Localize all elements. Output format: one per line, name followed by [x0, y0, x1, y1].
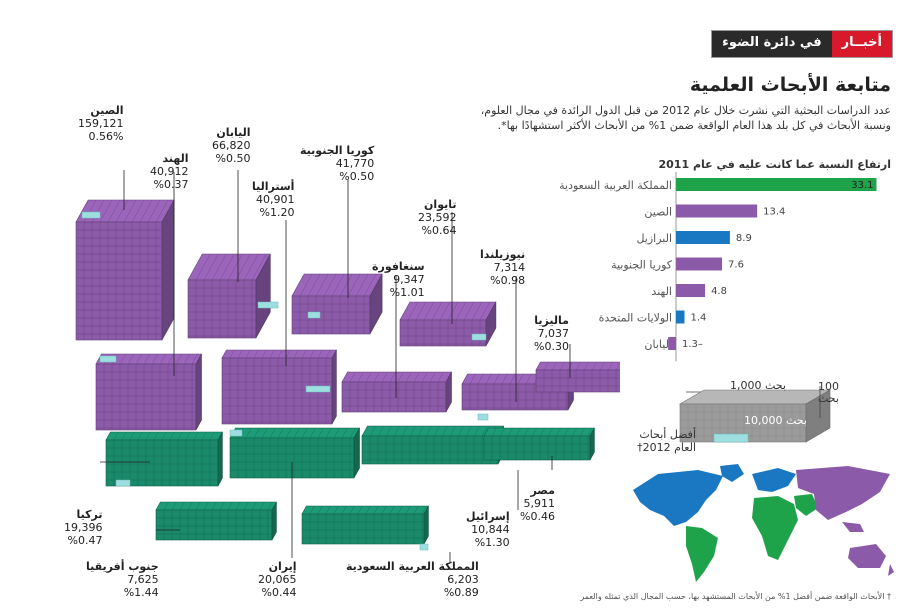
section-badge: في دائرة الضوء أخبــار	[711, 30, 893, 58]
category-label: الهند	[651, 285, 672, 298]
africa	[752, 496, 798, 560]
top-papers-new-zealand	[477, 413, 489, 421]
top-papers-taiwan	[471, 333, 487, 341]
top-papers-india	[99, 355, 117, 363]
country-label-japan: اليابان 66,820 %0.50	[212, 126, 251, 165]
bar	[668, 337, 676, 350]
south-america	[686, 526, 718, 582]
legend-hundred-label: 100 بحث	[818, 380, 839, 405]
value-label: 13.4	[763, 207, 785, 218]
country-label-turkey: تركيا 19,396 %0.47	[64, 508, 103, 547]
country-label-india: الهند 40,912 %0.37	[150, 152, 189, 191]
value-label: 33.1	[851, 180, 873, 191]
footnote: † الأبحاث الواقعة ضمن أفضل 1% من الأبحاث…	[580, 592, 891, 601]
top-papers-south-korea	[307, 311, 321, 319]
category-label: البرازيل	[636, 232, 672, 245]
category-label: المملكة العربية السعودية	[559, 179, 672, 192]
page-title: متابعة الأبحاث العلمية	[689, 74, 891, 96]
legend-block-top	[678, 389, 832, 405]
top-papers-turkey	[115, 479, 131, 487]
block-south-korea	[291, 273, 383, 335]
country-label-israel: إسرائيل 10,844 %1.30	[466, 510, 510, 549]
bar	[676, 284, 706, 297]
legend-thousand-label: 1,000 بحث	[730, 379, 786, 392]
country-label-south-korea: كوريا الجنوبية 41,770 %0.50	[300, 144, 375, 183]
growth-bar-chart: المملكة العربية السعودية 33.1 الصين 13.4 الب…	[559, 172, 877, 362]
world-map	[633, 464, 894, 582]
block-egypt	[483, 427, 595, 461]
top-papers-israel	[419, 543, 429, 551]
value-label: 8.9	[736, 233, 752, 244]
block-south-africa	[155, 501, 277, 541]
chart-title: ارتفاع النسبة عما كانت عليه في عام 2011	[658, 158, 892, 171]
country-label-egypt: مصر 5,911 %0.46	[520, 484, 555, 523]
value-label: 4.8	[711, 286, 727, 297]
block-india	[95, 353, 203, 431]
category-label: اليابان	[644, 338, 672, 351]
top-papers-japan	[257, 301, 279, 309]
research-blocks-graphic	[75, 170, 620, 562]
country-label-saudi-arabia: المملكة العربية السعودية 6,203 %0.89	[346, 560, 479, 599]
block-iran	[229, 427, 361, 479]
block-turkey	[105, 431, 223, 487]
legend-top-papers-swatch	[713, 433, 749, 443]
category-label: كوريا الجنوبية	[611, 259, 673, 272]
value-label: 1.4	[690, 313, 706, 324]
europe	[752, 468, 796, 492]
block-china	[75, 199, 175, 341]
block-malaysia	[535, 361, 620, 393]
top-papers-australia	[305, 385, 331, 393]
scale-legend	[678, 386, 832, 443]
bar	[676, 178, 877, 191]
legend-block-side	[805, 389, 831, 443]
top-papers-iran	[229, 429, 243, 437]
country-label-china: الصين 159,121 0.56%	[78, 104, 124, 143]
value-label: 7.6	[728, 260, 744, 271]
middle-east	[794, 494, 818, 516]
legend-top-papers-label: أفضل أبحاث العام 2012†	[637, 428, 696, 454]
country-label-singapore: سنغافورة 9,347 %1.01	[372, 260, 425, 299]
section-news-label: أخبــار	[831, 31, 892, 57]
asia	[796, 466, 890, 532]
block-japan	[187, 253, 271, 339]
category-label: الولايات المتحدة	[599, 312, 672, 325]
legend-ten-thousand-label: 10,000 بحث	[744, 414, 807, 427]
category-label: الصين	[644, 206, 672, 219]
block-singapore	[341, 371, 453, 413]
top-papers-china	[81, 211, 101, 219]
country-label-taiwan: تايوان 23,592 %0.64	[418, 198, 457, 237]
country-label-new-zealand: نيوزيلندا 7,314 %0.98	[480, 248, 526, 287]
country-label-south-africa: جنوب أفريقيا 7,625 %1.44	[86, 560, 159, 599]
country-label-malaysia: ماليزيا 7,037 %0.30	[534, 314, 569, 353]
bar	[676, 231, 730, 244]
north-america	[633, 464, 744, 526]
bar	[676, 204, 758, 218]
block-israel	[301, 505, 429, 545]
description-line-2: ونسبة الأبحاث في كل بلد هذا العام الواقع…	[497, 119, 891, 132]
bar	[676, 257, 723, 271]
bar	[676, 310, 685, 324]
block-saudi-arabia	[361, 425, 505, 465]
description-line-1: عدد الدراسات البحثية التي نشرت خلال عام …	[480, 104, 891, 117]
country-label-iran: إيران 20,065 %0.44	[258, 560, 297, 599]
australia	[848, 544, 894, 576]
value-label: 1.3–	[682, 339, 703, 350]
section-label: في دائرة الضوء	[712, 31, 832, 57]
country-label-australia: أستراليا 40,901 %1.20	[252, 180, 295, 219]
